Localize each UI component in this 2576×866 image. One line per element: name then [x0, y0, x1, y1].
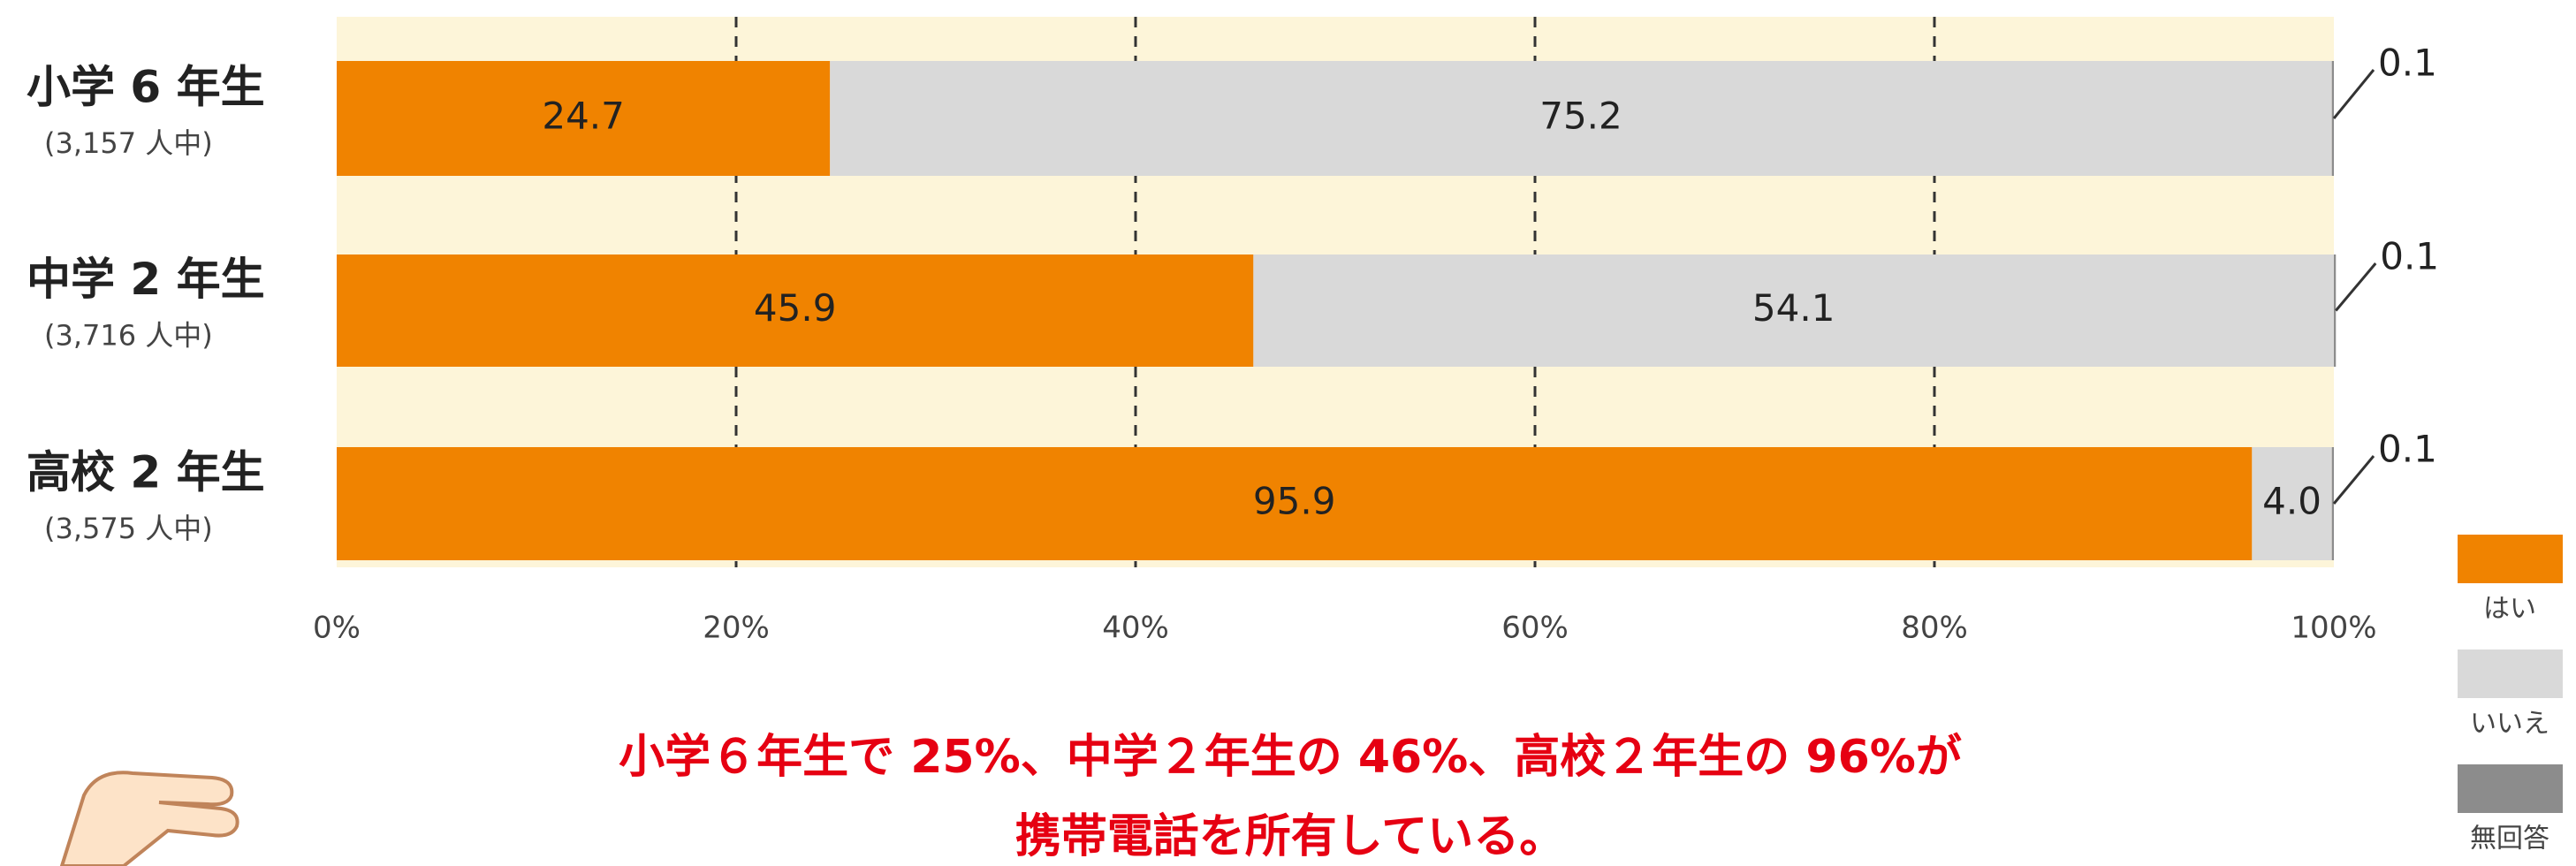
annotation: 小学６年生で 25%、中学２年生の 46%、高校２年生の 96%が [619, 731, 1962, 784]
bar-segment [2332, 447, 2334, 560]
value-label: 0.1 [2380, 235, 2439, 278]
leader-line [2334, 70, 2374, 118]
x-tick-label: 100% [2291, 611, 2376, 646]
x-tick-label: 20% [703, 611, 770, 646]
value-label: 45.9 [754, 286, 837, 330]
value-label: 54.1 [1752, 286, 1835, 330]
leader-line [2336, 263, 2375, 311]
category-label: 高校 2 年生 [27, 447, 265, 498]
leader-line [2334, 456, 2374, 504]
x-tick-label: 60% [1501, 611, 1569, 646]
category-note: (3,157 人中) [44, 126, 213, 160]
value-label: 95.9 [1253, 480, 1336, 523]
hand-icon [62, 772, 238, 866]
value-label: 75.2 [1539, 95, 1622, 138]
value-label: 24.7 [542, 95, 625, 138]
value-label: 4.0 [2262, 480, 2321, 523]
legend-swatch [2458, 650, 2563, 698]
legend-label: 無回答 [2470, 824, 2549, 855]
category-label: 小学 6 年生 [27, 62, 265, 113]
x-tick-label: 40% [1102, 611, 1169, 646]
bar-segment [2334, 254, 2336, 367]
legend-label: いいえ [2470, 709, 2549, 740]
legend-swatch [2458, 764, 2563, 813]
legend-swatch [2458, 535, 2563, 583]
annotation: 携帯電話を所有している。 [1015, 810, 1565, 863]
value-label: 0.1 [2378, 42, 2437, 85]
chart: 小学６年生で 25%、中学２年生の 46%、高校２年生の 96%が 携帯電話を所… [0, 0, 2576, 866]
legend-label: はい [2483, 594, 2536, 625]
x-tick-label: 0% [313, 611, 361, 646]
category-note: (3,716 人中) [44, 319, 213, 353]
x-tick-label: 80% [1901, 611, 1968, 646]
value-label: 0.1 [2378, 428, 2437, 471]
category-label: 中学 2 年生 [27, 254, 265, 305]
bar-segment [2332, 61, 2334, 176]
category-note: (3,575 人中) [44, 512, 213, 545]
